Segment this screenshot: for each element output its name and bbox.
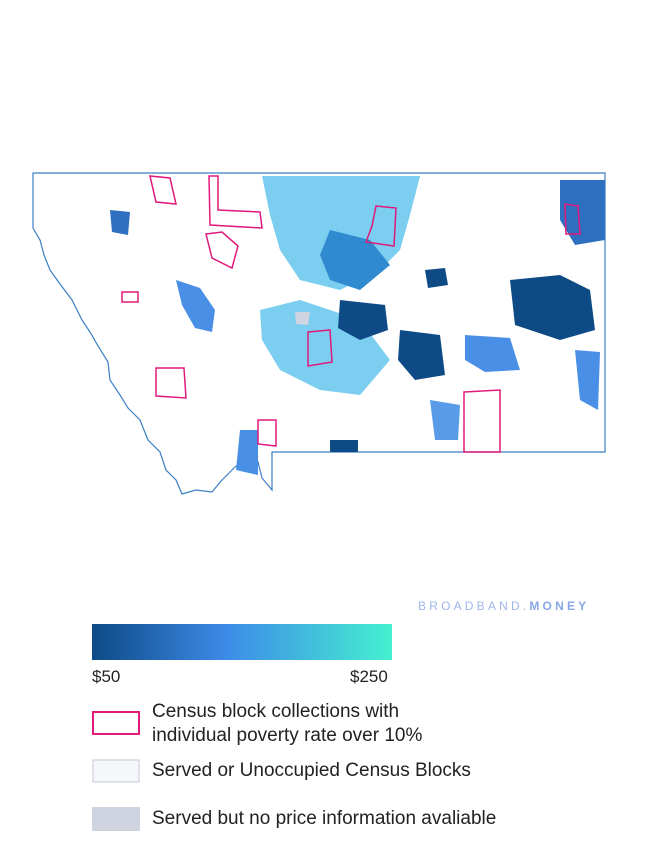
legend-swatch-served: [92, 759, 140, 783]
color-scale: [92, 624, 392, 660]
legend-label: Served or Unoccupied Census Blocks: [152, 760, 471, 781]
legend-label: Census block collections with individual…: [152, 701, 423, 746]
legend-swatch-poverty: [92, 711, 140, 735]
watermark: BROADBAND.MONEY: [418, 599, 589, 613]
price-areas: [110, 176, 605, 475]
watermark-brand: BROADBAND.: [418, 599, 530, 613]
legend-label: Served but no price information avaliabl…: [152, 808, 497, 829]
watermark-suffix: MONEY: [529, 599, 590, 613]
scale-min: $50: [92, 667, 121, 686]
scale-max: $250: [350, 667, 388, 686]
poverty-outlines: [121, 175, 581, 453]
legend-swatch-noprice: [92, 807, 140, 831]
